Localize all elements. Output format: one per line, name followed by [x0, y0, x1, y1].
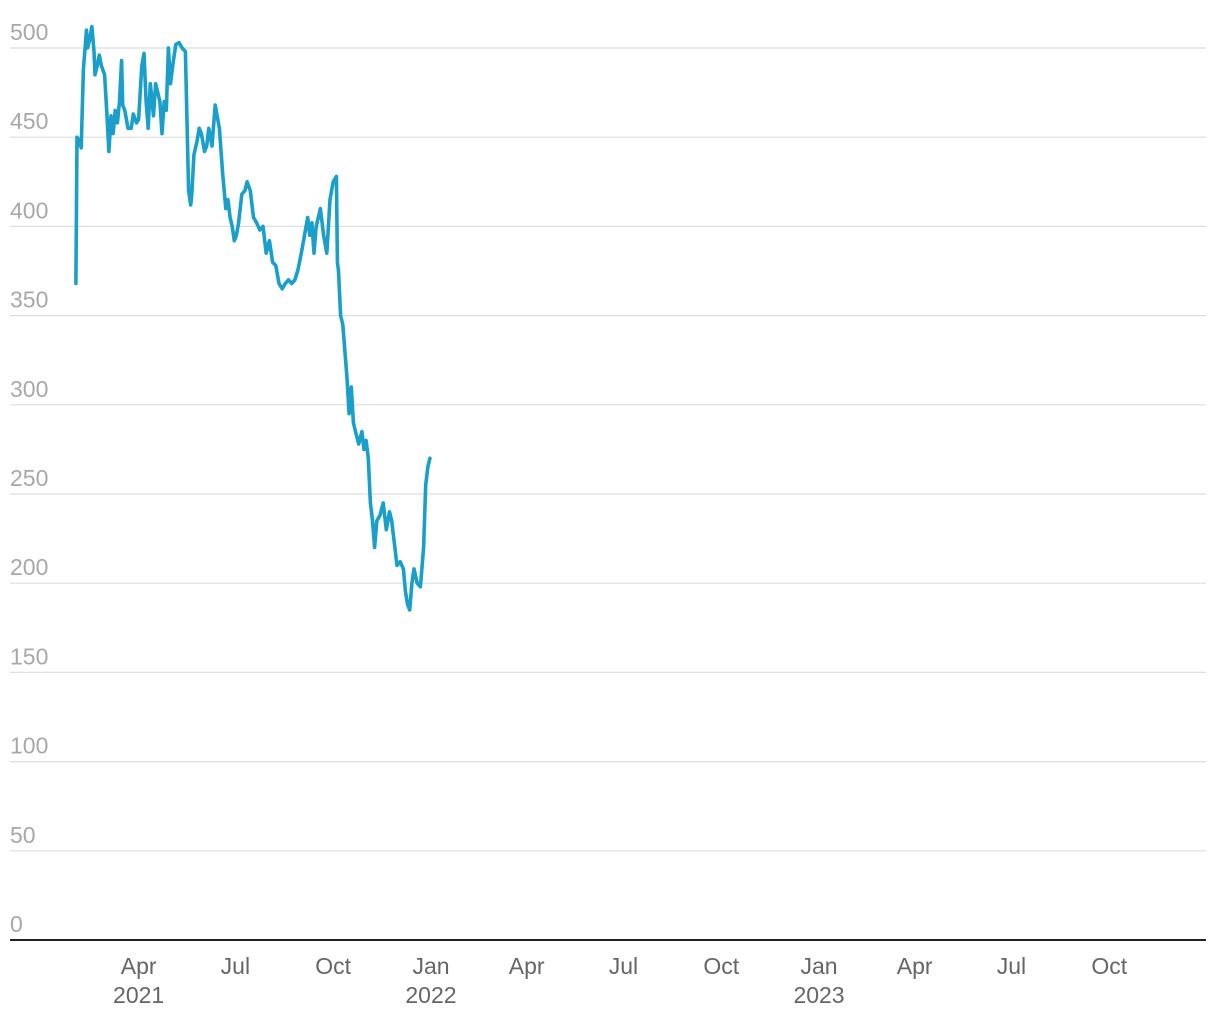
series-layer	[74, 24, 432, 612]
x-tick-label: Apr	[121, 953, 157, 979]
x-tick-label: Jul	[609, 953, 638, 979]
y-tick-label: 300	[10, 376, 48, 402]
y-tick-label: 400	[10, 197, 48, 223]
x-tick-year-label: 2023	[793, 982, 844, 1008]
x-tick-label: Apr	[897, 953, 933, 979]
y-tick-label: 100	[10, 733, 48, 759]
y-tick-label: 450	[10, 108, 48, 134]
y-tick-label: 50	[10, 822, 36, 848]
y-tick-label: 350	[10, 287, 48, 313]
x-tick-label: Jan	[800, 953, 837, 979]
x-tick-label: Oct	[703, 953, 739, 979]
x-tick-label: Jul	[997, 953, 1026, 979]
y-tick-label: 150	[10, 643, 48, 669]
y-tick-label: 0	[10, 911, 23, 937]
y-axis-tick-labels: 0 50 100 150 200 250 300 350 400 450 500	[10, 19, 48, 937]
y-tick-label: 500	[10, 19, 48, 45]
x-tick-label: Oct	[1091, 953, 1127, 979]
x-tick-year-label: 2022	[405, 982, 456, 1008]
y-tick-label: 250	[10, 465, 48, 491]
x-tick-label: Oct	[315, 953, 351, 979]
x-tick-label: Apr	[509, 953, 545, 979]
x-tick-year-label: 2021	[113, 982, 164, 1008]
y-tick-label: 200	[10, 554, 48, 580]
x-tick-label: Jan	[412, 953, 449, 979]
x-tick-label: Jul	[221, 953, 250, 979]
gridlines	[10, 47, 1206, 852]
series-line	[74, 24, 432, 612]
x-axis-tick-labels: Apr 2021 Jul Oct Jan 2022 Apr Jul Oct Jan 2023 Apr J…	[113, 953, 1128, 1008]
